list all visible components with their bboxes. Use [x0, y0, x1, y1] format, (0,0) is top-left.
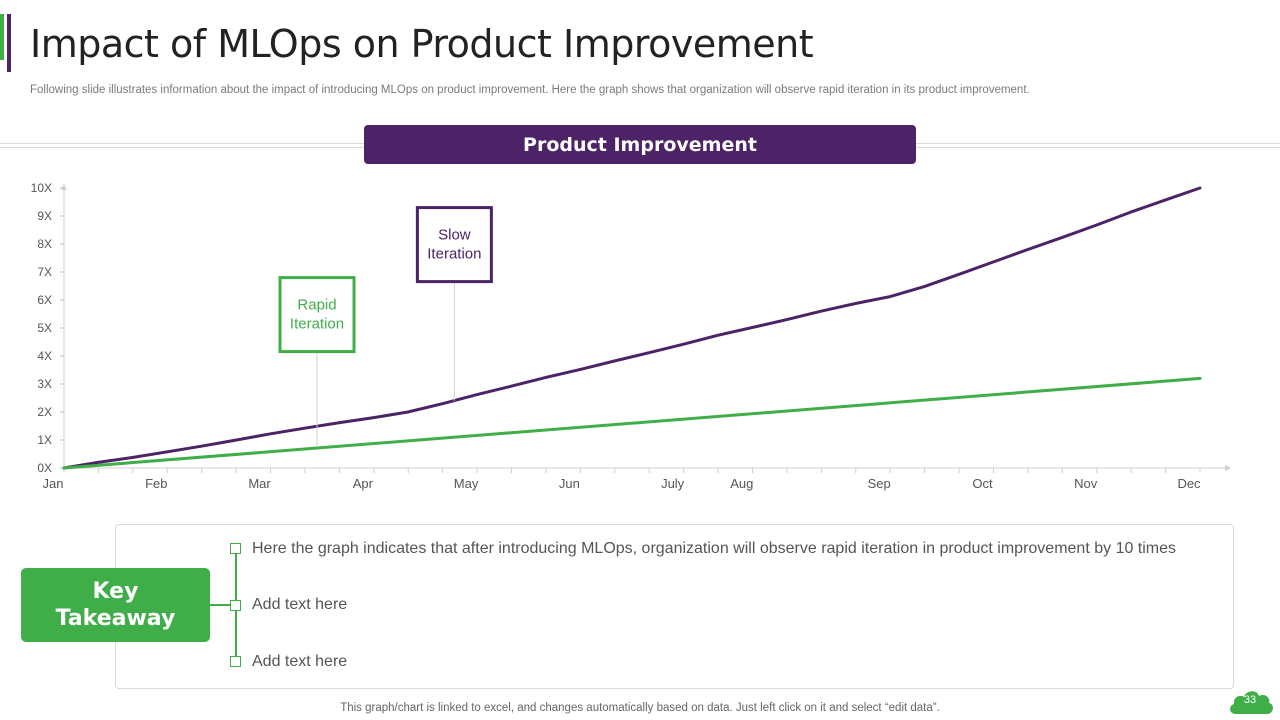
x-tick-label: July [661, 476, 685, 491]
y-axis-arrow [61, 184, 67, 190]
y-tick-label: 0X [37, 461, 52, 475]
y-tick-label: 3X [37, 377, 52, 391]
x-tick-label: Nov [1074, 476, 1098, 491]
x-axis-arrow [1224, 465, 1231, 471]
footer-note: This graph/chart is linked to excel, and… [340, 702, 940, 714]
y-tick-label: 8X [37, 237, 52, 251]
product-improvement-chart[interactable]: 0X 1X 2X 3X 4X 5X 6X 7X 8X 9X 10X Jan Feb Mar Apr May Ju… [0, 170, 1280, 500]
y-tick-label: 1X [37, 433, 52, 447]
page-number: 33 [1243, 694, 1257, 706]
x-tick-label: Oct [972, 476, 993, 491]
x-tick-label: May [454, 476, 479, 491]
x-tick-label: Feb [145, 476, 167, 491]
y-tick-label: 9X [37, 209, 52, 223]
y-tick-label: 10X [31, 181, 52, 195]
series-line-2 [62, 376, 1202, 470]
page-title: Impact of MLOps on Product Improvement [30, 22, 814, 66]
title-accent-purple [7, 14, 11, 72]
series-line-1 [62, 186, 1202, 470]
x-tick-label: Aug [730, 476, 753, 491]
page-subtitle: Following slide illustrates information … [30, 84, 1030, 96]
annotation-label-1: Rapid [297, 297, 336, 314]
y-tick-label: 7X [37, 265, 52, 279]
takeaway-point-1[interactable]: Here the graph indicates that after intr… [252, 540, 1177, 557]
annotation-label-2: Iteration [427, 246, 481, 263]
takeaway-bullet-1 [230, 543, 241, 554]
takeaway-bullet-2 [230, 600, 241, 611]
annotation-label-2: Slow [438, 227, 471, 244]
x-tick-label: Dec [1177, 476, 1201, 491]
cloud-icon [1230, 691, 1273, 714]
x-tick-label: Apr [353, 476, 374, 491]
key-takeaway-label: Key Takeaway [55, 579, 176, 631]
x-tick-label: Jun [559, 476, 580, 491]
key-takeaway-badge: Key Takeaway [21, 568, 210, 642]
chart-header: Product Improvement [364, 125, 916, 164]
x-tick-label: Sep [868, 476, 891, 491]
y-tick-label: 5X [37, 321, 52, 335]
annotation-box-1 [278, 276, 356, 354]
annotation-box-2 [415, 206, 493, 284]
takeaway-panel [115, 524, 1234, 689]
x-tick-label: Mar [248, 476, 271, 491]
x-tick-label: Jan [43, 476, 64, 491]
takeaway-connector-horizontal [210, 604, 236, 606]
annotation-label-1: Iteration [290, 316, 344, 333]
takeaway-point-3[interactable]: Add text here [252, 653, 348, 670]
takeaway-point-2[interactable]: Add text here [252, 596, 348, 613]
title-accent-green [0, 14, 4, 60]
takeaway-bullet-3 [230, 656, 241, 667]
y-tick-label: 2X [37, 405, 52, 419]
y-tick-label: 6X [37, 293, 52, 307]
y-tick-label: 4X [37, 349, 52, 363]
